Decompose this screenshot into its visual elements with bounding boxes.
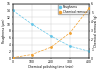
Y-axis label: Chemical removal (g): Chemical removal (g) bbox=[94, 15, 98, 47]
X-axis label: Chemical polishing time (min): Chemical polishing time (min) bbox=[28, 65, 74, 69]
Legend: Roughness, Chemical removal: Roughness, Chemical removal bbox=[58, 4, 89, 14]
Y-axis label: Roughness (µm): Roughness (µm) bbox=[2, 19, 6, 43]
